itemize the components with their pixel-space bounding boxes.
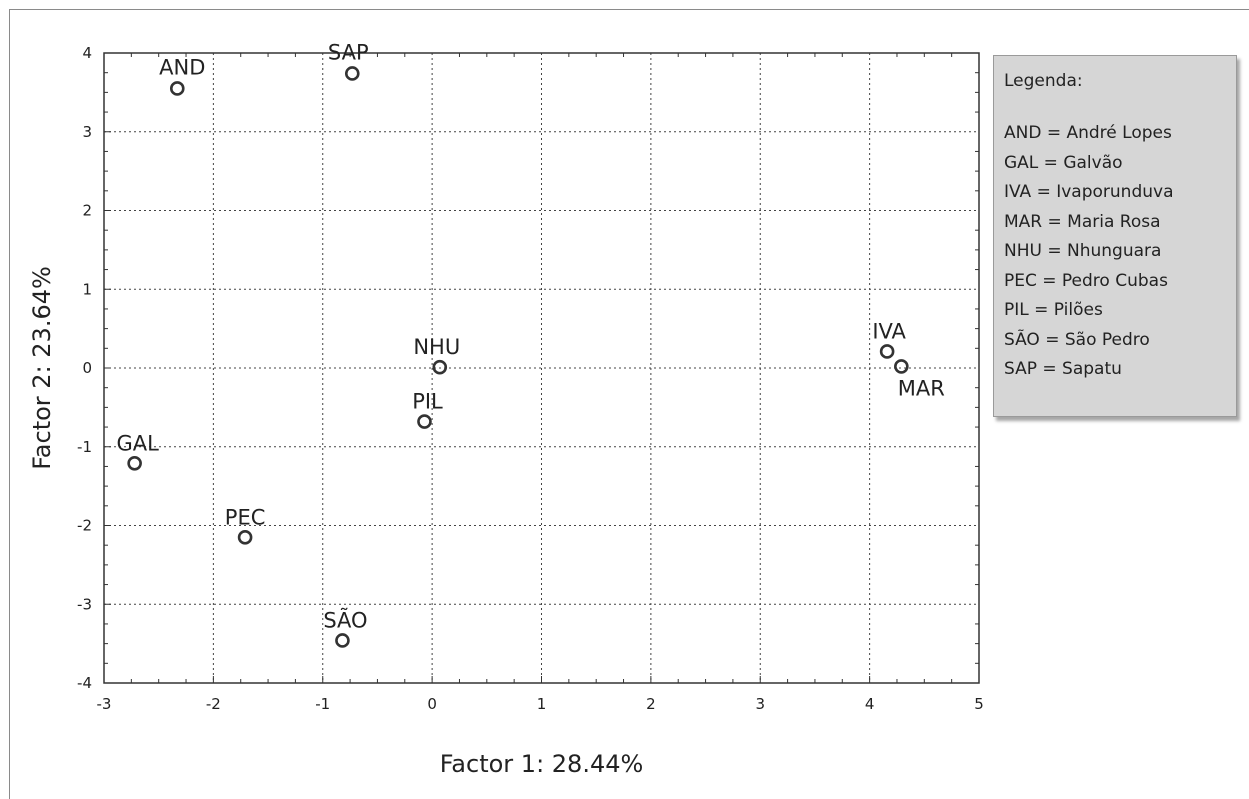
y-tick-label: -3: [77, 595, 92, 613]
y-tick-label: -1: [77, 438, 92, 456]
axis-ticks: -3 -2 -1 0 1 2 3 4 5 -4 -3 -2 -1 0 1 2 3 4: [77, 44, 984, 713]
legend-entry: NHU = Nhunguara: [1004, 241, 1162, 261]
legend-entries: AND = André Lopes GAL = Galvão IVA = Ivapo…: [1004, 119, 1236, 385]
x-tick-label: -3: [97, 695, 112, 713]
y-tick-label: 1: [82, 280, 92, 298]
y-tick-label: 2: [82, 202, 92, 220]
point-label: SÃO: [323, 606, 367, 632]
data-point: [417, 414, 432, 429]
x-tick-label: -1: [315, 695, 330, 713]
grid: [104, 53, 979, 683]
point-label: NHU: [413, 335, 460, 359]
y-tick-label: 3: [82, 123, 92, 141]
data-point: [335, 633, 350, 648]
data-point: [237, 530, 253, 545]
legend-title: Legenda:: [1004, 71, 1083, 91]
y-tick-label: -2: [77, 517, 92, 535]
x-tick-label: 3: [755, 695, 765, 713]
legend-entry: GAL = Galvão: [1004, 152, 1123, 173]
y-tick-label: 4: [82, 44, 92, 62]
point-label: PEC: [225, 505, 266, 529]
x-tick-label: 0: [427, 695, 437, 713]
legend: Legenda: AND = André Lopes GAL = Galvão IV…: [993, 55, 1237, 417]
x-tick-label: 5: [974, 695, 984, 713]
point-label: IVA: [872, 319, 906, 343]
data-point: [127, 455, 142, 471]
point-label: AND: [159, 55, 205, 79]
legend-entry: PIL = Pilões: [1004, 300, 1103, 320]
x-tick-label: 1: [537, 695, 547, 713]
data-points: AND SAP NHU PIL IVA MAR GAL PEC SÃO: [116, 40, 945, 648]
figure-frame: [9, 9, 1249, 799]
point-label: PIL: [412, 390, 443, 414]
legend-entry: SÃO = São Pedro: [1004, 329, 1150, 350]
data-point: [894, 359, 909, 374]
y-axis-title: Factor 2: 23.64%: [28, 266, 56, 470]
legend-entry: PEC = Pedro Cubas: [1004, 270, 1168, 291]
y-tick-label: 0: [82, 359, 92, 377]
legend-entry: SAP = Sapatu: [1004, 359, 1122, 379]
point-label: SAP: [328, 40, 369, 64]
y-tick-label: -4: [77, 674, 92, 692]
x-tick-label: 2: [646, 695, 656, 713]
legend-entry: MAR = Maria Rosa: [1004, 211, 1161, 232]
legend-entry: IVA = Ivaporunduva: [1004, 182, 1174, 202]
legend-entry: AND = André Lopes: [1004, 123, 1172, 143]
x-axis-title: Factor 1: 28.44%: [440, 750, 644, 778]
data-point: [344, 66, 360, 81]
x-tick-label: -2: [206, 695, 221, 713]
x-tick-label: 4: [865, 695, 875, 713]
data-point: [432, 359, 448, 375]
data-point: [879, 344, 895, 359]
point-label: MAR: [898, 376, 945, 400]
data-point: [169, 81, 185, 96]
point-label: GAL: [116, 431, 159, 455]
